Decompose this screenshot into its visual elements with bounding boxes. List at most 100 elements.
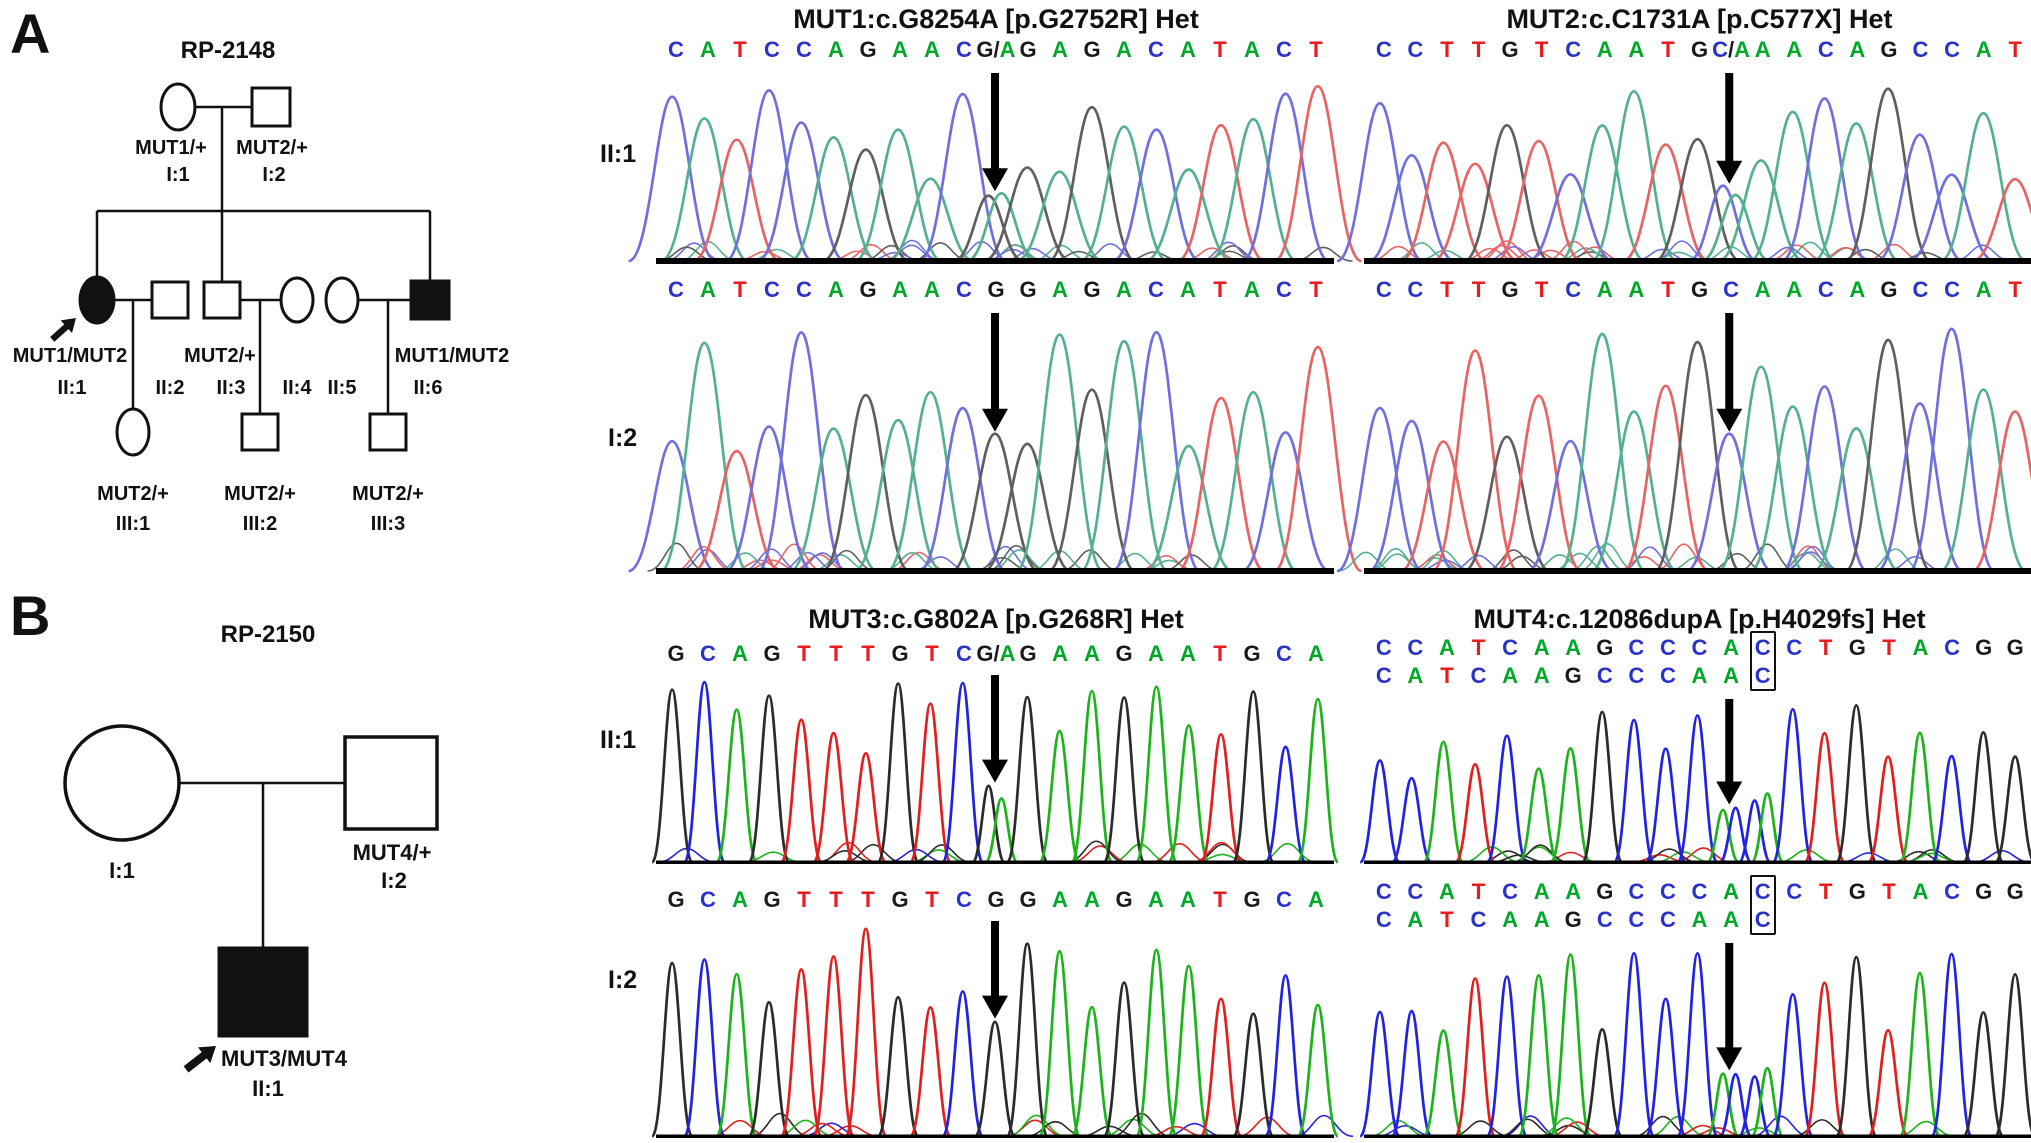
individual-ii1-male-affected [217,946,309,1038]
trace-peak [909,1005,952,1138]
individual-id: I:2 [381,868,407,893]
panel-b-letter: B [10,584,51,647]
base-token: T [1661,37,1675,62]
trace-peak [650,688,694,864]
base-call-sequence: C C T T G T C A A T G C/A A A C A G C C A T [1368,36,2031,64]
trace-peak [1047,105,1136,263]
base-token: C [956,37,972,62]
trace-peak [1902,852,1961,864]
trace-peak [1653,340,1742,573]
trace-peak [812,955,855,1138]
trace-peak [918,92,1007,263]
trace-peak [1700,193,1771,263]
trace-peak [1368,553,1426,572]
trace-peak [815,850,875,864]
base-token: C [764,37,780,62]
base-token: C [1148,277,1164,302]
trace-peak [1649,1115,1707,1138]
base-token: G [1019,887,1037,912]
trace-peak [1199,732,1243,864]
trace-peak [674,545,733,572]
trace-peak [660,341,749,573]
trace-peak [789,135,878,263]
trace-peak [1376,1124,1434,1138]
base-token: C [956,277,972,302]
trace-peak [789,427,878,573]
trace-peak [1812,426,1900,573]
base-token: C [1691,879,1708,904]
base-token: G [1596,879,1614,904]
trace-peak [1622,143,1710,263]
base-token: G [891,887,909,912]
trace-peak [683,958,726,1138]
base-token: G [1243,887,1261,912]
base-token: G [1019,37,1037,62]
base-token: C [1375,635,1392,660]
mutation-arrow-icon [982,313,1008,432]
base-token: A [700,37,716,62]
trace-peak [1752,1115,1810,1138]
individual-id: III:1 [116,513,150,535]
mutation-arrow-icon [982,675,1008,783]
base-token: G [1243,641,1261,666]
panel-a-letter: A [10,2,51,65]
mutation-title-mut3: MUT3:c.G802A [p.G268R] Het [808,604,1184,634]
trace-peak [1867,755,1910,864]
genotype-label: MUT2/+ [97,483,169,505]
base-token: G [1564,663,1582,688]
trace-peak [1264,974,1307,1138]
base-token: A [1244,277,1260,302]
trace-peak [1549,747,1592,864]
trace-peak [1835,704,1878,864]
trace-peak [1451,1120,1510,1138]
base-token: A [1308,641,1324,666]
base-token: A [892,277,908,302]
base-token: C [796,37,812,62]
base-token: C [1628,907,1645,932]
trace-peak [1612,951,1655,1138]
trace-peak [1112,330,1201,573]
base-token: T [1471,879,1486,904]
trace-peak [1803,731,1846,864]
duplicated-base-box [1749,875,1776,935]
base-token: C [1502,635,1519,660]
trace-peak [1336,101,1424,263]
trace-peak [1454,763,1497,864]
base-token: C [1944,37,1961,62]
base-token: C [1723,277,1740,302]
trace-peak [1581,1028,1624,1138]
base-token: C [1470,907,1487,932]
trace-peak [1176,123,1266,263]
trace-peak [779,718,823,864]
base-token: C [1659,635,1676,660]
trace-peak [1463,124,1551,263]
base-token: G [859,277,877,302]
base-token: T [925,887,939,912]
trace-peak [724,89,814,263]
family-id: RP-2150 [221,621,316,648]
trace-peak [1231,1012,1275,1138]
individual-id: III:2 [243,513,277,535]
trace-peak [1676,714,1719,864]
base-token: G [1083,37,1101,62]
pedigree-rp-2148: RP-2148 MUT1/+ I:1 MUT2/+ I:2 MUT1/MUT2 … [13,37,509,535]
trace-peak [984,797,1019,864]
trace-peak [987,544,1046,572]
trace-peak [844,751,888,864]
individual-id: I:1 [166,164,189,186]
base-token: A [1407,907,1424,932]
chromatogram-trace-mut2-ii1 [1336,73,2031,264]
base-token: A [1628,37,1645,62]
trace-peak [966,191,1037,263]
base-token: C [956,887,972,912]
trace-peak [1962,730,2005,864]
trace-peak [1463,435,1551,573]
trace-peak [1622,384,1710,573]
base-token: A [1912,879,1929,904]
genotype-label: MUT3/MUT4 [221,1046,348,1071]
trace-peak [1007,1114,1066,1138]
mutation-arrow-icon [1716,73,1743,184]
